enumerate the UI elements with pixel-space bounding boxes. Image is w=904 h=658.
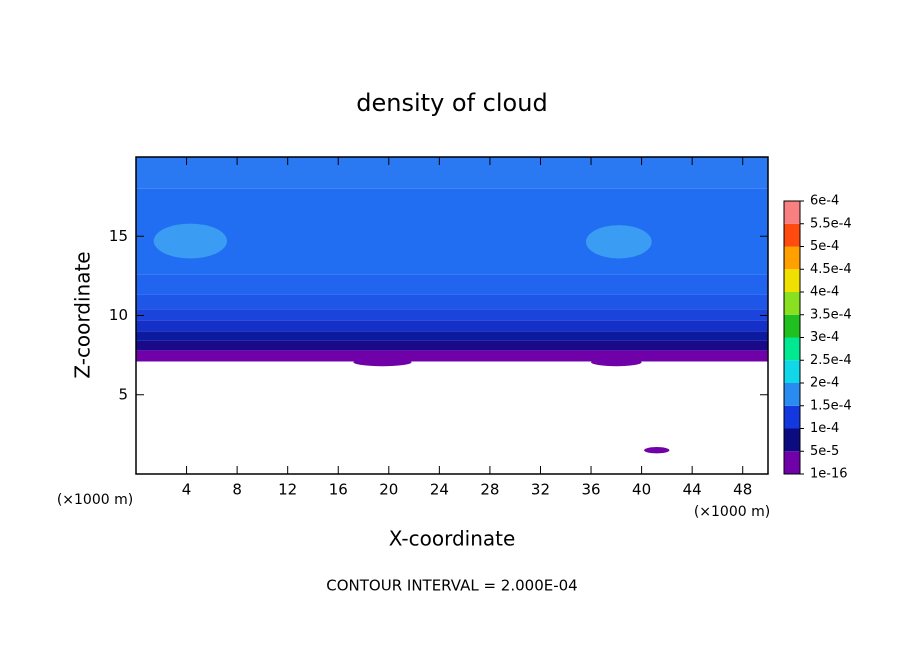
x-tick-label: 36 — [581, 481, 600, 499]
colorbar-label: 4.5e-4 — [810, 262, 852, 277]
colorbar-swatch — [784, 405, 800, 429]
x-unit-label: (×1000 m) — [57, 492, 133, 508]
contour-band — [136, 350, 768, 362]
colorbar-swatch — [784, 246, 800, 270]
contour-band — [136, 331, 768, 341]
x-tick-label: 20 — [379, 481, 398, 499]
x-unit-label: (×1000 m) — [694, 504, 770, 520]
colorbar-label: 1e-16 — [810, 467, 848, 482]
colorbar-swatch — [784, 428, 800, 452]
colorbar-label: 5.5e-4 — [810, 216, 852, 231]
x-tick-label: 48 — [733, 481, 752, 499]
colorbar-label: 4e-4 — [810, 285, 839, 300]
y-tick-label: 15 — [109, 227, 128, 245]
colorbar-swatch — [784, 451, 800, 474]
x-tick-label: 16 — [329, 481, 348, 499]
colorbar-swatch — [784, 314, 800, 338]
contour-band — [136, 274, 768, 295]
colorbar-label: 1e-4 — [810, 421, 839, 436]
contour-band — [136, 188, 768, 275]
colorbar-label: 5e-4 — [810, 239, 839, 254]
x-tick-label: 8 — [232, 481, 242, 499]
x-tick-label: 24 — [430, 481, 449, 499]
contour-patch — [585, 225, 652, 259]
colorbar-label: 5e-5 — [810, 444, 839, 459]
chart-title: density of cloud — [356, 89, 547, 117]
contour-patch — [153, 223, 228, 259]
contour-patch — [353, 358, 412, 367]
colorbar-label: 2e-4 — [810, 376, 839, 391]
colorbar-swatch — [784, 383, 800, 406]
colorbar-label: 2.5e-4 — [810, 353, 852, 368]
colorbar-label: 3.5e-4 — [810, 307, 852, 322]
colorbar-swatch — [784, 337, 800, 361]
x-tick-label: 40 — [632, 481, 651, 499]
contour-patch — [591, 358, 642, 367]
colorbar-swatch — [784, 269, 800, 292]
contour-patch — [644, 447, 670, 454]
x-tick-label: 12 — [278, 481, 297, 499]
contour-band — [136, 340, 768, 351]
footer-note: CONTOUR INTERVAL = 2.000E-04 — [326, 577, 577, 595]
colorbar-label: 6e-4 — [810, 194, 839, 209]
colorbar-swatch — [784, 360, 800, 383]
contour-band — [136, 294, 768, 310]
y-tick-label: 5 — [118, 385, 128, 403]
y-axis-label: Z-coordinate — [71, 251, 95, 378]
x-tick-label: 44 — [683, 481, 702, 499]
contour-band — [136, 157, 768, 189]
y-tick-label: 10 — [109, 306, 128, 324]
colorbar-label: 1.5e-4 — [810, 398, 852, 413]
x-tick-label: 32 — [531, 481, 550, 499]
x-tick-label: 28 — [480, 481, 499, 499]
contour-band — [136, 309, 768, 321]
contour-band — [136, 320, 768, 332]
colorbar-label: 3e-4 — [810, 330, 839, 345]
colorbar-swatch — [784, 292, 800, 315]
x-axis-label: X-coordinate — [389, 527, 516, 551]
x-tick-label: 4 — [182, 481, 192, 499]
colorbar-swatch — [784, 223, 800, 247]
colorbar-swatch — [784, 201, 800, 224]
